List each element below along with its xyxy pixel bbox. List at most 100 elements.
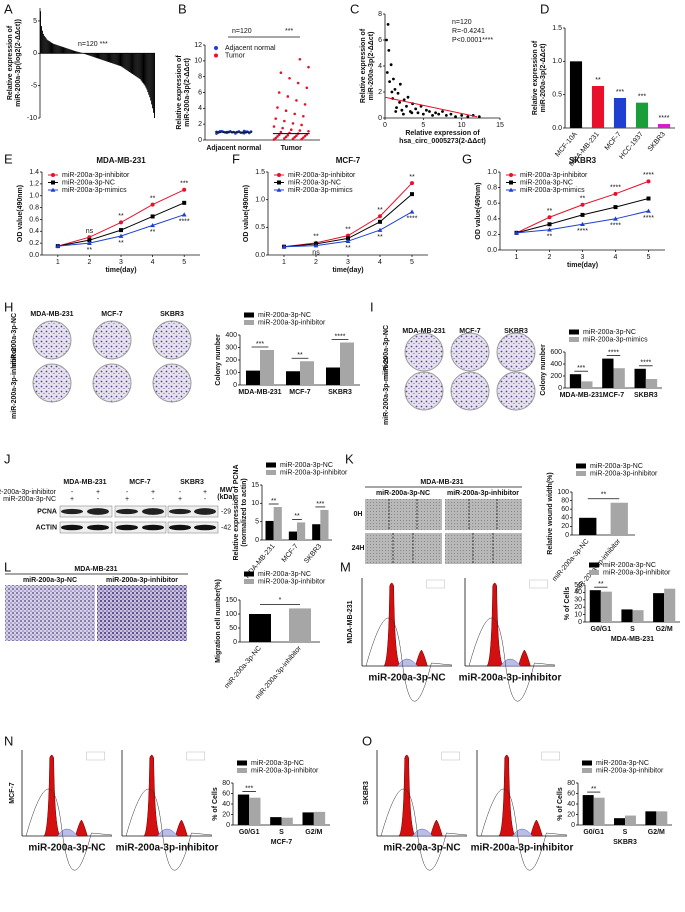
- y-axis-label: OD value(490nm): [243, 185, 250, 242]
- legend-marker: [214, 46, 218, 50]
- bar: [645, 811, 657, 825]
- y-tick-label: 0: [198, 137, 202, 144]
- bar: [149, 53, 151, 98]
- point: [377, 227, 383, 232]
- annotation: n=120: [452, 19, 472, 26]
- y-tick-label: 0.0: [487, 247, 497, 254]
- panel-letter: N: [4, 733, 13, 748]
- bar: [78, 52, 80, 54]
- point: [150, 222, 155, 228]
- x-tick-label: 1: [56, 259, 60, 266]
- y-tick-label: 300: [225, 344, 237, 351]
- y-axis-label: Relative wound width(%): [547, 472, 554, 554]
- y-tick-label: 0.2: [29, 240, 39, 247]
- wound-image: [445, 533, 522, 564]
- point: [150, 214, 155, 219]
- bar: [47, 40, 49, 54]
- bar: [312, 524, 321, 540]
- y-tick-label: 0.6: [29, 216, 39, 223]
- flow-peak: [430, 819, 443, 837]
- y-tick-label: 10: [194, 58, 202, 65]
- significance: ****: [335, 333, 346, 340]
- wound-image: [365, 499, 442, 530]
- bar: [320, 509, 329, 540]
- bar: [104, 53, 106, 61]
- y-tick-label: 60: [567, 790, 575, 797]
- panel-letter: I: [370, 299, 374, 314]
- annotation: R=-0.4241: [452, 28, 485, 35]
- significance: ***: [616, 89, 624, 96]
- bar: [52, 43, 54, 54]
- y-axis-label: miR-200a-3p(log2(2-ΔΔct)): [15, 19, 22, 107]
- point: [441, 110, 444, 113]
- point: [394, 110, 398, 113]
- colony-plate: [32, 320, 72, 360]
- y-tick-label: 0.8: [29, 204, 39, 211]
- flow-legend: [86, 751, 106, 761]
- significance: **: [271, 498, 277, 505]
- point: [390, 90, 394, 94]
- significance: ns: [312, 249, 320, 256]
- sign: -: [204, 496, 207, 503]
- point: [419, 104, 423, 108]
- panel-letter: K: [345, 451, 354, 466]
- y-tick-label: 4: [378, 63, 382, 70]
- bar: [76, 51, 78, 54]
- row-label: miR-200a-3p-mimics: [383, 357, 390, 425]
- bar: [300, 361, 314, 385]
- panel-letter: E: [4, 151, 13, 166]
- y-tick-label: 2: [198, 121, 202, 128]
- legend-label: miR-200a-3p-inhibitor: [258, 578, 326, 585]
- y-axis-label: Relative expression of: [7, 25, 14, 100]
- legend-label: miR-200a-3p-NC: [583, 329, 636, 336]
- bar: [54, 44, 56, 54]
- y-tick-label: 0.6: [487, 200, 497, 207]
- y-tick-label: 400: [550, 361, 562, 368]
- transwell-image: [5, 585, 95, 641]
- y-tick-label: 80: [567, 780, 575, 787]
- y-tick-label: 15: [251, 482, 259, 489]
- legend-marker: [51, 180, 55, 185]
- y-tick-label: 6: [198, 89, 202, 96]
- bar: [119, 53, 121, 66]
- point: [402, 98, 406, 102]
- band: [169, 524, 191, 531]
- chart-title: MCF-7: [336, 156, 361, 165]
- point: [437, 112, 441, 116]
- legend-label: miR-200a-3p-NC: [258, 571, 311, 578]
- x-tick-label: SKBR3: [647, 131, 667, 153]
- significance: **: [294, 513, 300, 520]
- point: [303, 134, 307, 138]
- y-tick-label: 8: [198, 74, 202, 81]
- significance: **: [118, 240, 124, 247]
- bar: [130, 53, 132, 73]
- bar: [147, 53, 149, 93]
- point: [613, 191, 618, 196]
- bar: [67, 48, 69, 54]
- y-tick-label: 0.5: [552, 92, 562, 99]
- sign: -: [152, 496, 155, 503]
- legend-swatch: [589, 562, 599, 568]
- significance: ****: [643, 172, 654, 179]
- bar: [260, 350, 274, 385]
- point: [646, 196, 651, 201]
- panel-letter: H: [4, 299, 13, 314]
- y-tick-label: 1.0: [552, 58, 562, 65]
- bar: [122, 53, 124, 68]
- bar: [97, 53, 99, 59]
- flow-s-phase: [397, 658, 418, 667]
- legend-label: miR-200a-3p-NC: [520, 179, 573, 186]
- column-label: miR-200a-3p-NC: [383, 843, 460, 854]
- bar: [94, 53, 96, 58]
- flow-legend: [426, 579, 445, 589]
- band: [116, 508, 138, 515]
- point: [276, 106, 279, 109]
- row-label: miR-200a-3p-inhibitor: [11, 347, 18, 419]
- colony-plate: [92, 363, 132, 403]
- bar: [117, 53, 119, 66]
- column-label: miR-200a-3p-NC: [23, 577, 77, 584]
- point: [580, 212, 585, 217]
- x-tick-label: 1: [282, 259, 286, 266]
- bar: [645, 379, 658, 388]
- point: [466, 115, 470, 119]
